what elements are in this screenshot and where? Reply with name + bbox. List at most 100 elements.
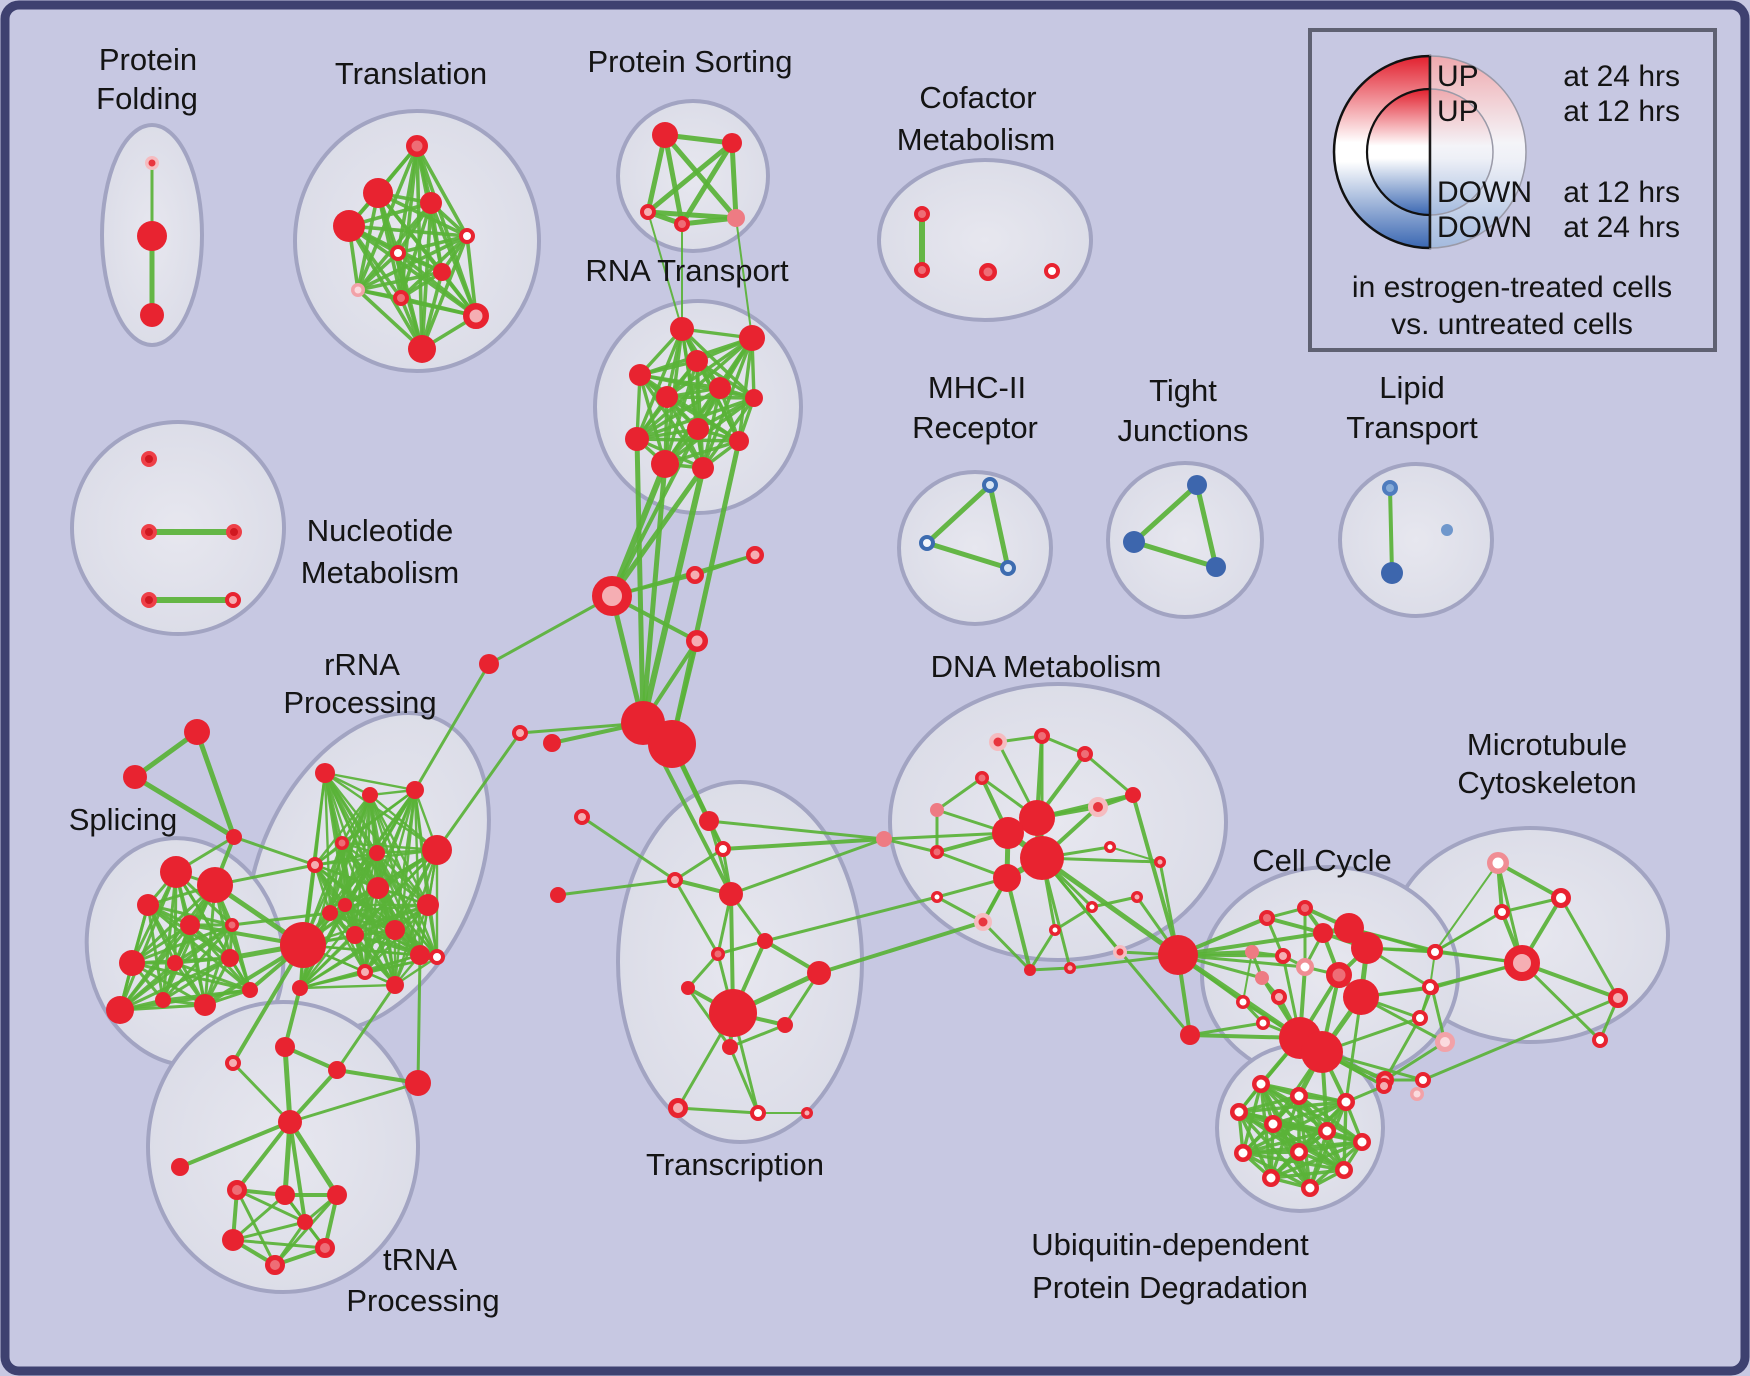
gene-node [931, 891, 943, 903]
network-edge [1434, 862, 1499, 953]
network-edge [1520, 961, 1602, 1042]
network-edge [981, 920, 1032, 972]
gene-node [367, 877, 389, 899]
network-edge [146, 903, 207, 1007]
network-edge [287, 1119, 340, 1198]
gene-node [184, 719, 210, 745]
network-edge [924, 482, 993, 546]
gene-node [1245, 945, 1259, 959]
network-edge [288, 1081, 420, 1124]
legend-direction-label: UP [1437, 95, 1479, 128]
gene-node [1088, 797, 1108, 817]
network-edge [413, 662, 491, 792]
gene-node [106, 996, 134, 1024]
network-edge [231, 1061, 292, 1124]
gene-node [648, 720, 696, 768]
gene-node [1290, 1143, 1308, 1161]
network-edge [376, 886, 439, 959]
cluster-ellipse-dna [888, 682, 1228, 962]
gene-node [297, 1214, 313, 1230]
gene-node [914, 262, 930, 278]
gene-node [709, 989, 757, 1037]
cluster-label-dna: DNA Metabolism [931, 649, 1162, 684]
network-edge [340, 841, 439, 852]
network-edge [132, 774, 237, 840]
network-edge [679, 215, 739, 227]
gene-node [777, 1017, 793, 1033]
gene-node [711, 947, 725, 961]
cluster-label-tight_junctions: Tight [1149, 373, 1217, 408]
gene-node [681, 981, 695, 995]
gene-node [1131, 891, 1143, 903]
network-edge [662, 132, 685, 227]
network-edge [645, 140, 735, 215]
network-edge [1131, 482, 1200, 545]
gene-node [1301, 1031, 1343, 1073]
network-edge [356, 288, 424, 351]
network-edge [707, 819, 886, 841]
gene-node [1296, 958, 1314, 976]
network-edge [640, 461, 668, 726]
gene-node [226, 829, 242, 845]
gene-node [406, 135, 428, 157]
network-edge [729, 140, 739, 221]
gene-node [322, 905, 338, 921]
network-edge [161, 870, 178, 1002]
gene-node [333, 210, 365, 242]
gene-node [417, 894, 439, 916]
gene-node [351, 283, 365, 297]
node-layer [106, 122, 1628, 1275]
gene-node [592, 576, 632, 616]
network-edge [701, 336, 754, 470]
network-edge [231, 1238, 327, 1250]
gene-node [1410, 1087, 1424, 1101]
network-edge [298, 983, 397, 990]
gene-node [1020, 836, 1064, 880]
gene-node [221, 949, 239, 967]
gene-node [226, 524, 242, 540]
gene-node [140, 303, 164, 327]
gene-node [543, 734, 561, 752]
cluster-label-trna: Processing [346, 1283, 499, 1318]
network-edge [1241, 1150, 1301, 1155]
gene-node [1123, 531, 1145, 553]
label-layer: Protein Folding Translation Protein Sorting… [69, 42, 1637, 1318]
gene-node [137, 894, 159, 916]
gene-node [327, 1185, 347, 1205]
cluster-ellipse-mhc [897, 470, 1053, 626]
network-edge [235, 1120, 292, 1192]
network-edge [231, 1193, 287, 1242]
gene-node [180, 915, 200, 935]
gene-node [328, 1061, 346, 1079]
gene-node [699, 811, 719, 831]
legend-time-label: at 24 hrs [1563, 211, 1680, 244]
network-edge [282, 1044, 293, 1125]
network-edge [1242, 951, 1253, 1003]
gene-node [1313, 923, 1333, 943]
gene-node [1019, 800, 1055, 836]
gene-node [745, 389, 763, 407]
gene-node [278, 1110, 302, 1134]
network-edge [1269, 1168, 1346, 1180]
network-edge [1434, 911, 1503, 953]
network-edge [701, 396, 756, 470]
gene-node [512, 725, 528, 741]
gene-node [656, 386, 678, 408]
cluster-label-trna: tRNA [383, 1242, 457, 1277]
network-edge [556, 878, 677, 897]
network-edge [465, 234, 478, 318]
gene-node [1608, 988, 1628, 1008]
gene-node [975, 771, 989, 785]
legend-time-label: at 12 hrs [1563, 176, 1680, 209]
legend-caption: vs. untreated cells [1391, 308, 1633, 341]
cluster-label-transcription: Transcription [646, 1147, 824, 1182]
network-edge [662, 132, 739, 221]
legend-direction-label: DOWN [1437, 211, 1532, 244]
network-edge [375, 851, 430, 907]
gene-node [393, 290, 409, 306]
gene-node [1024, 964, 1036, 976]
gene-node [155, 992, 171, 1008]
gene-node [670, 317, 694, 341]
network-edge [640, 465, 706, 726]
